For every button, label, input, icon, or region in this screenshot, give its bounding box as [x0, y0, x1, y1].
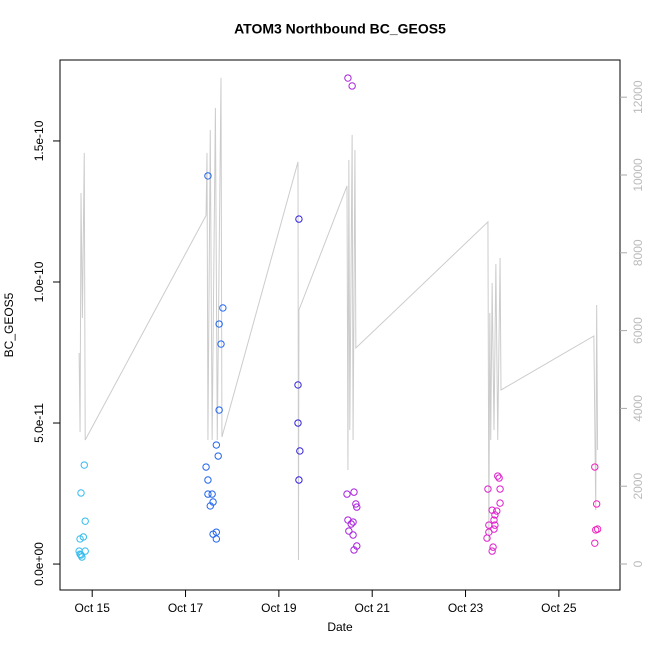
data-point	[348, 82, 356, 90]
data-point	[212, 535, 221, 543]
data-point	[214, 452, 222, 460]
data-point	[352, 500, 360, 508]
data-point	[350, 488, 358, 496]
data-point	[215, 406, 223, 414]
data-point	[202, 463, 210, 471]
chart-title: ATOM3 Northbound BC_GEOS5	[234, 21, 446, 37]
data-point	[591, 463, 599, 471]
data-point	[491, 511, 499, 519]
data-point	[496, 485, 504, 493]
x-tick-label: Oct 19	[261, 601, 297, 615]
y-tick-label: 1.5e-10	[32, 120, 46, 161]
y2-tick-label: 4000	[631, 395, 645, 422]
data-point	[81, 517, 89, 525]
plot-box	[59, 59, 621, 591]
x-tick-label: Oct 17	[168, 601, 204, 615]
data-point	[350, 546, 358, 554]
data-point	[489, 543, 497, 551]
data-point	[294, 381, 302, 389]
data-point	[345, 527, 353, 535]
y-axis-label: BC_GEOS5	[2, 292, 16, 357]
altitude-line	[78, 77, 599, 561]
data-point	[488, 547, 496, 555]
x-tick-label: Oct 23	[448, 601, 484, 615]
y-tick-label: 1.0e-10	[32, 261, 46, 302]
data-point	[217, 340, 225, 348]
data-point	[204, 172, 212, 180]
data-point	[79, 533, 88, 541]
data-point	[77, 489, 85, 497]
data-point	[485, 521, 493, 529]
data-point	[349, 518, 357, 526]
data-point	[490, 516, 498, 524]
data-point	[215, 320, 223, 328]
data-point	[591, 539, 599, 547]
y2-tick-label: 2000	[631, 473, 645, 500]
data-point	[592, 500, 601, 508]
data-point	[212, 441, 221, 449]
data-point	[219, 304, 227, 312]
data-point	[353, 503, 361, 511]
data-point	[80, 461, 88, 469]
data-point	[295, 476, 303, 484]
data-point	[496, 499, 504, 507]
y-tick-label: 0.0e+00	[32, 542, 46, 586]
data-point	[593, 525, 602, 533]
x-tick-label: Oct 15	[75, 601, 111, 615]
data-point	[349, 531, 357, 539]
y2-tick-label: 6000	[631, 317, 645, 344]
data-point	[343, 490, 351, 498]
data-point	[484, 485, 492, 493]
data-point	[204, 476, 212, 484]
data-point	[347, 520, 355, 528]
y2-tick-label: 12000	[631, 80, 645, 114]
data-point	[76, 550, 84, 558]
data-point	[494, 472, 502, 480]
data-point	[206, 502, 214, 510]
data-point	[495, 474, 503, 482]
y2-tick-label: 0	[631, 560, 645, 567]
data-point	[295, 215, 303, 223]
x-axis-label: Date	[327, 620, 353, 634]
data-point	[204, 490, 212, 498]
data-point	[493, 507, 501, 515]
y2-tick-label: 10000	[631, 158, 645, 192]
x-tick-label: Oct 25	[541, 601, 577, 615]
data-point	[483, 534, 491, 542]
x-tick-label: Oct 21	[355, 601, 391, 615]
data-point	[344, 74, 352, 82]
data-point	[296, 447, 304, 455]
y2-tick-label: 8000	[631, 239, 645, 266]
data-point	[208, 490, 216, 498]
y-tick-label: 5.0e-11	[32, 403, 46, 443]
data-point	[294, 419, 302, 427]
